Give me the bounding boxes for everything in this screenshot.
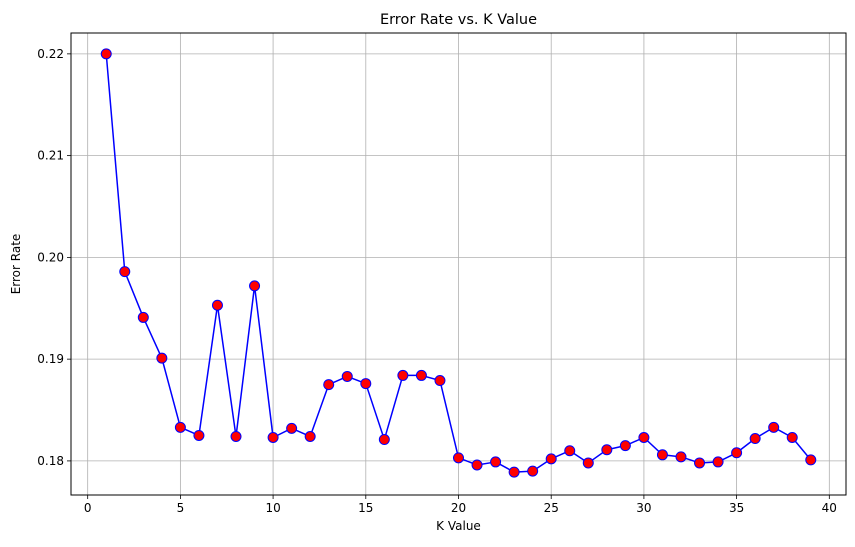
data-point: [601, 444, 613, 456]
x-axis-label: K Value: [436, 519, 481, 533]
data-point: [415, 369, 427, 381]
data-point: [768, 421, 780, 433]
x-tick-label: 30: [636, 501, 651, 515]
data-point: [712, 456, 724, 468]
x-tick-label: 15: [358, 501, 373, 515]
x-tick-label: 20: [451, 501, 466, 515]
data-point: [453, 452, 464, 464]
data-point: [805, 454, 817, 466]
data-point: [137, 311, 149, 323]
data-point: [397, 369, 409, 381]
data-point: [527, 465, 539, 477]
data-point: [749, 433, 761, 445]
y-tick-label: 0.20: [37, 250, 64, 264]
data-point: [341, 370, 353, 382]
chart-title: Error Rate vs. K Value: [380, 12, 537, 28]
data-point: [267, 432, 279, 444]
x-tick-label: 25: [544, 501, 559, 515]
data-point: [434, 375, 446, 387]
data-points: [100, 48, 817, 478]
y-axis-label: Error Rate: [9, 234, 23, 295]
y-tick-label: 0.21: [37, 149, 64, 163]
y-tick-label: 0.18: [37, 454, 64, 468]
data-point: [471, 459, 483, 471]
data-point: [100, 48, 112, 60]
data-point: [564, 445, 576, 457]
data-point: [694, 457, 706, 469]
x-tick-label: 0: [84, 501, 92, 515]
data-point: [731, 447, 743, 459]
y-axis-ticks: 0.18 0.19 0.20 0.21 0.22: [37, 47, 71, 468]
x-tick-label: 5: [177, 501, 185, 515]
data-point: [286, 422, 298, 434]
data-point: [174, 421, 186, 433]
x-tick-label: 40: [822, 501, 837, 515]
data-point: [638, 432, 650, 444]
data-point: [619, 440, 631, 452]
data-point: [323, 379, 335, 391]
data-point: [304, 430, 316, 442]
data-point: [508, 466, 520, 478]
data-point: [119, 266, 131, 278]
x-tick-label: 35: [729, 501, 744, 515]
y-tick-label: 0.22: [37, 47, 64, 61]
data-point: [156, 352, 168, 364]
data-point: [545, 453, 557, 465]
data-point: [675, 451, 687, 463]
data-point: [786, 432, 798, 444]
data-point: [360, 378, 372, 390]
data-point: [378, 434, 390, 446]
data-point: [249, 280, 261, 292]
x-axis-ticks: 0 5 10 15 20 25 30 35 40: [84, 495, 837, 515]
data-point: [490, 456, 502, 468]
x-tick-label: 10: [265, 501, 280, 515]
data-point: [582, 457, 594, 469]
data-point: [230, 430, 242, 442]
data-point: [193, 429, 205, 441]
data-point: [656, 449, 668, 461]
data-point: [211, 299, 223, 311]
y-tick-label: 0.19: [37, 352, 64, 366]
